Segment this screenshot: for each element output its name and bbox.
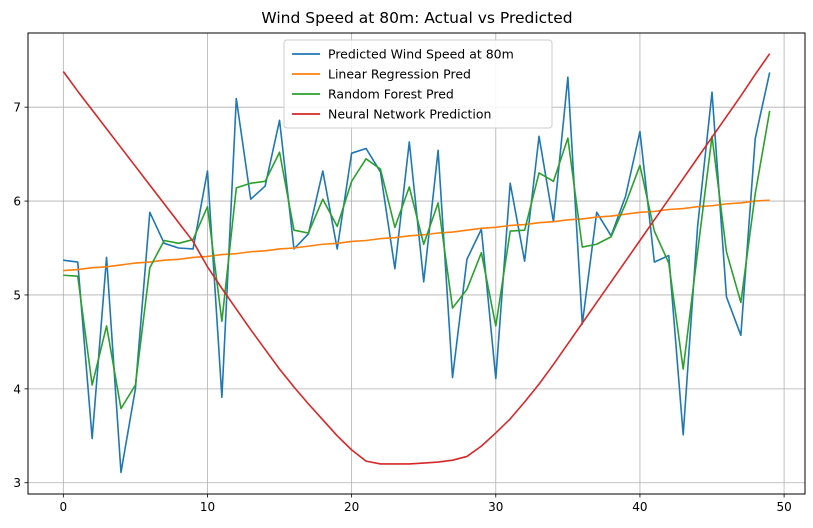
x-tick-label: 30	[488, 500, 503, 514]
x-tick-label: 20	[344, 500, 359, 514]
x-tick-label: 0	[59, 500, 67, 514]
x-tick-label: 50	[776, 500, 791, 514]
series-line-predicted-wind-speed-at-80m	[63, 72, 771, 474]
y-tick-label: 4	[13, 382, 21, 396]
series-line-linear-regression-pred	[63, 199, 770, 272]
series-line-random-forest-pred	[63, 110, 771, 410]
legend-label: Neural Network Prediction	[328, 107, 491, 122]
series-lines	[62, 53, 771, 474]
plot-frame	[27, 32, 806, 495]
x-tick-label: 10	[200, 500, 215, 514]
legend-box	[283, 39, 553, 129]
legend-label: Predicted Wind Speed at 80m	[328, 47, 514, 62]
chart-title: Wind Speed at 80m: Actual vs Predicted	[261, 9, 572, 27]
y-tick-label: 5	[13, 288, 21, 302]
x-tick-label: 40	[632, 500, 647, 514]
legend-label: Linear Regression Pred	[328, 67, 471, 82]
y-tick-label: 7	[13, 101, 21, 115]
axis-ticks: 0 10 20 30 40 50 3 4 5 6 7	[13, 101, 791, 514]
legend: Predicted Wind Speed at 80m Linear Regres…	[283, 39, 553, 129]
series-line-neural-network-prediction	[62, 53, 771, 465]
y-tick-label: 3	[13, 476, 21, 490]
y-tick-label: 6	[13, 195, 21, 209]
legend-label: Random Forest Pred	[328, 87, 454, 102]
